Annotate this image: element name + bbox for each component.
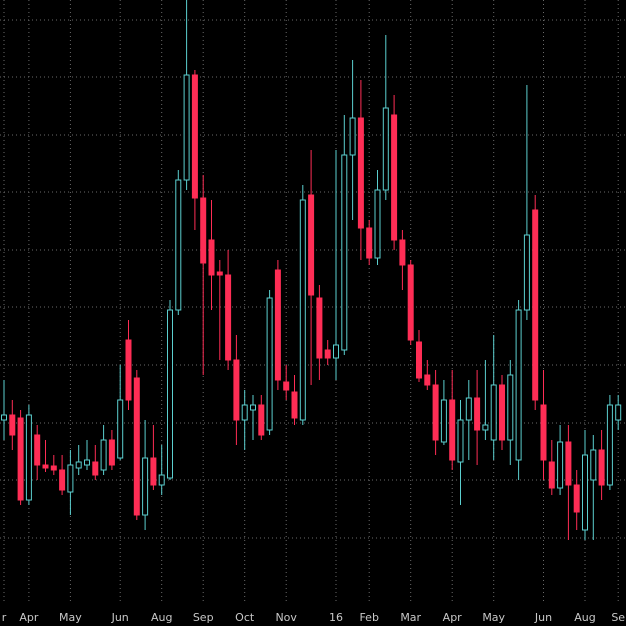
x-tick-label: May <box>482 611 505 624</box>
candle-body <box>125 339 132 401</box>
x-tick-label: Se <box>611 611 625 624</box>
x-tick-label: Sep <box>193 611 214 624</box>
candle-body <box>158 474 165 486</box>
candle-body <box>225 274 232 361</box>
candle-body <box>283 381 290 391</box>
x-tick-label: Aug <box>574 611 595 624</box>
candle-body <box>341 154 348 351</box>
candle-body <box>167 309 173 479</box>
candle-body <box>250 404 256 411</box>
candle-body <box>191 74 198 199</box>
x-tick-label: Oct <box>235 611 255 624</box>
x-tick-label: Apr <box>19 611 39 624</box>
candle-body <box>540 404 547 461</box>
candle-body <box>523 234 530 311</box>
candle-body <box>532 209 539 401</box>
candle-body <box>150 457 157 486</box>
x-tick-label: r <box>2 611 7 624</box>
candle-body <box>391 114 398 241</box>
candle-body <box>67 464 74 493</box>
candle-body <box>615 404 622 421</box>
candle-body <box>499 384 505 441</box>
candle-body <box>59 469 66 491</box>
x-tick-label: Nov <box>275 611 297 624</box>
candle-body <box>357 117 364 229</box>
candle-body <box>374 189 381 259</box>
candle-body <box>100 439 107 471</box>
candle-body <box>258 404 265 436</box>
candle-body <box>316 297 323 359</box>
candle-body <box>308 194 315 296</box>
candle-body <box>515 309 522 461</box>
x-tick-label: 16 <box>329 611 343 624</box>
candle-body <box>9 414 16 436</box>
candle-body <box>565 441 572 486</box>
candle-body <box>333 344 339 359</box>
x-tick-label: Jun <box>111 611 129 624</box>
candle-body <box>507 374 514 441</box>
candle-body <box>482 424 489 431</box>
candle-body <box>233 359 240 421</box>
candle-body <box>432 384 439 441</box>
candle-body <box>548 461 555 489</box>
candle-body <box>266 297 273 431</box>
x-tick-label: Aug <box>151 611 172 624</box>
candle-body <box>590 449 597 481</box>
candle-body <box>366 227 373 259</box>
candle-body <box>92 461 99 476</box>
candle-body <box>25 414 32 501</box>
candle-body <box>75 461 82 469</box>
candle-body <box>598 449 605 486</box>
candle-body <box>1 414 7 421</box>
candle-body <box>382 107 389 191</box>
candle-body <box>183 74 190 181</box>
candle-body <box>465 397 472 421</box>
candle-body <box>42 464 49 469</box>
candle-body <box>490 384 497 441</box>
candle-body <box>274 269 281 381</box>
candle-body <box>17 417 24 501</box>
candle-body <box>175 179 182 311</box>
candle-body <box>299 199 306 421</box>
candle-body <box>416 341 422 379</box>
candle-body <box>582 454 588 531</box>
candle-body <box>440 399 447 443</box>
candle-body <box>573 484 580 513</box>
candle-body <box>117 399 124 459</box>
candle-body <box>133 377 140 516</box>
candle-body <box>557 441 564 489</box>
candle-body <box>200 197 207 264</box>
candle-body <box>399 239 406 266</box>
candle-body <box>349 117 356 156</box>
candle-body <box>407 264 414 341</box>
candle-body <box>142 457 149 516</box>
x-tick-label: May <box>59 611 82 624</box>
candle-body <box>241 404 248 421</box>
x-tick-label: Feb <box>359 611 378 624</box>
candle-body <box>324 349 331 359</box>
x-tick-label: Apr <box>443 611 463 624</box>
candle-body <box>457 419 464 463</box>
candle-body <box>424 374 431 386</box>
candle-body <box>108 439 115 466</box>
candle-body <box>34 434 41 466</box>
candle-body <box>291 391 298 419</box>
x-tick-label: Jun <box>534 611 552 624</box>
candle-body <box>216 271 223 276</box>
candle-body <box>449 399 456 461</box>
candle-body <box>84 459 90 466</box>
candle-body <box>208 239 215 276</box>
x-tick-label: Mar <box>400 611 421 624</box>
candle-body <box>474 397 481 431</box>
candle-body <box>606 404 613 486</box>
candle-body <box>50 465 57 471</box>
